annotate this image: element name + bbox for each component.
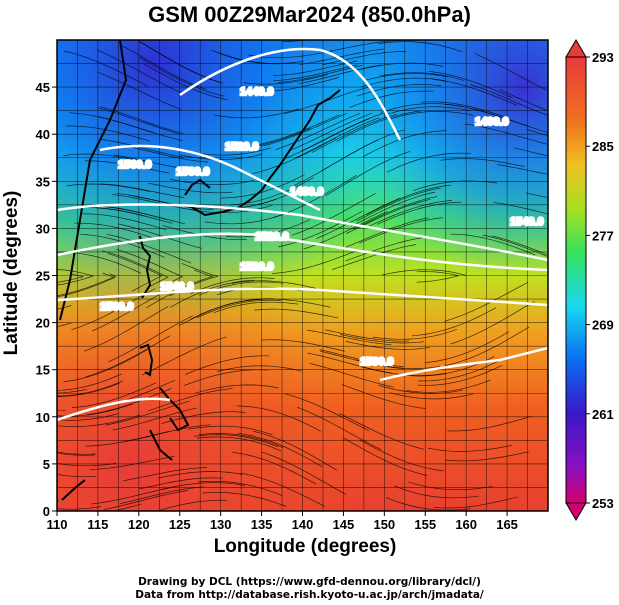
temperature-field: 1560.0 1520.0 1560.0 1440.0 1480.0 1520.0 1400…	[57, 40, 548, 511]
x-tick-label: 165	[496, 517, 518, 532]
x-axis-label: Longitude (degrees)	[213, 536, 397, 557]
y-tick-label: 25	[36, 269, 50, 284]
contour-label: 1520.0	[255, 231, 289, 243]
contour-label: 1400.0	[475, 116, 509, 128]
contour-label: 1520.0	[225, 141, 259, 153]
lat-lon-grid	[57, 40, 548, 511]
x-tick-label: 115	[87, 517, 108, 532]
x-tick-label: 110	[47, 517, 68, 532]
x-tick-label: 125	[169, 517, 191, 532]
y-tick-label: 5	[43, 457, 50, 472]
colorbar-tick-label: 269	[592, 318, 614, 333]
colorbar-min-arrow	[565, 502, 587, 521]
contour-label: 1480.0	[290, 186, 324, 198]
x-tick-label: 150	[373, 517, 395, 532]
chart-title: GSM 00Z29Mar2024 (850.0hPa)	[148, 2, 471, 27]
x-tick-label: 135	[251, 517, 273, 532]
y-tick-label: 35	[36, 174, 50, 189]
contour-label: 1520.0	[240, 261, 274, 273]
y-tick-label: 30	[36, 221, 50, 236]
x-tick-label: 140	[292, 517, 314, 532]
colorbar-tick-label: 277	[592, 228, 614, 243]
y-tick-label: 0	[43, 504, 50, 519]
x-tick-label: 120	[128, 517, 150, 532]
y-tick-label: 20	[36, 316, 50, 331]
colorbar-tick-label: 293	[592, 50, 614, 65]
contour-label: 1540.0	[160, 281, 194, 293]
credit-data: Data from http://database.rish.kyoto-u.a…	[135, 589, 484, 601]
colorbar-tick-label: 261	[592, 407, 614, 422]
colorbar-tick-label: 285	[592, 139, 614, 154]
colorbar: 293 285 277 269 261 253	[565, 39, 614, 521]
y-axis-ticks: 0 5 10 15 20 25 30 35 40 45	[36, 80, 57, 519]
geopotential-contours: 1560.0 1520.0 1560.0 1440.0 1480.0 1520.0 1400…	[57, 47, 548, 422]
credit-drawing: Drawing by DCL (https://www.gfd-dennou.o…	[138, 576, 481, 588]
y-tick-label: 45	[36, 80, 50, 95]
wind-streamlines	[57, 40, 548, 511]
contour-label: 1440.0	[240, 86, 274, 98]
x-tick-label: 145	[333, 517, 355, 532]
y-tick-label: 40	[36, 127, 50, 142]
contour-label: 1560.0	[176, 166, 210, 178]
x-axis-ticks: 110 115 120 125 130 135 140 145 150 155 160 165	[47, 511, 518, 532]
contour-label: 1560.0	[118, 159, 152, 171]
contour-label: 1500.0	[100, 301, 134, 313]
y-tick-label: 15	[36, 363, 50, 378]
y-tick-label: 10	[36, 410, 50, 425]
colorbar-max-arrow	[565, 39, 587, 58]
coastlines	[59, 40, 341, 501]
x-tick-label: 130	[210, 517, 232, 532]
x-tick-label: 160	[455, 517, 477, 532]
contour-label: 1500.0	[360, 356, 394, 368]
contour-label: 1540.0	[510, 216, 544, 228]
x-tick-label: 155	[414, 517, 436, 532]
colorbar-tick-label: 253	[592, 496, 614, 511]
